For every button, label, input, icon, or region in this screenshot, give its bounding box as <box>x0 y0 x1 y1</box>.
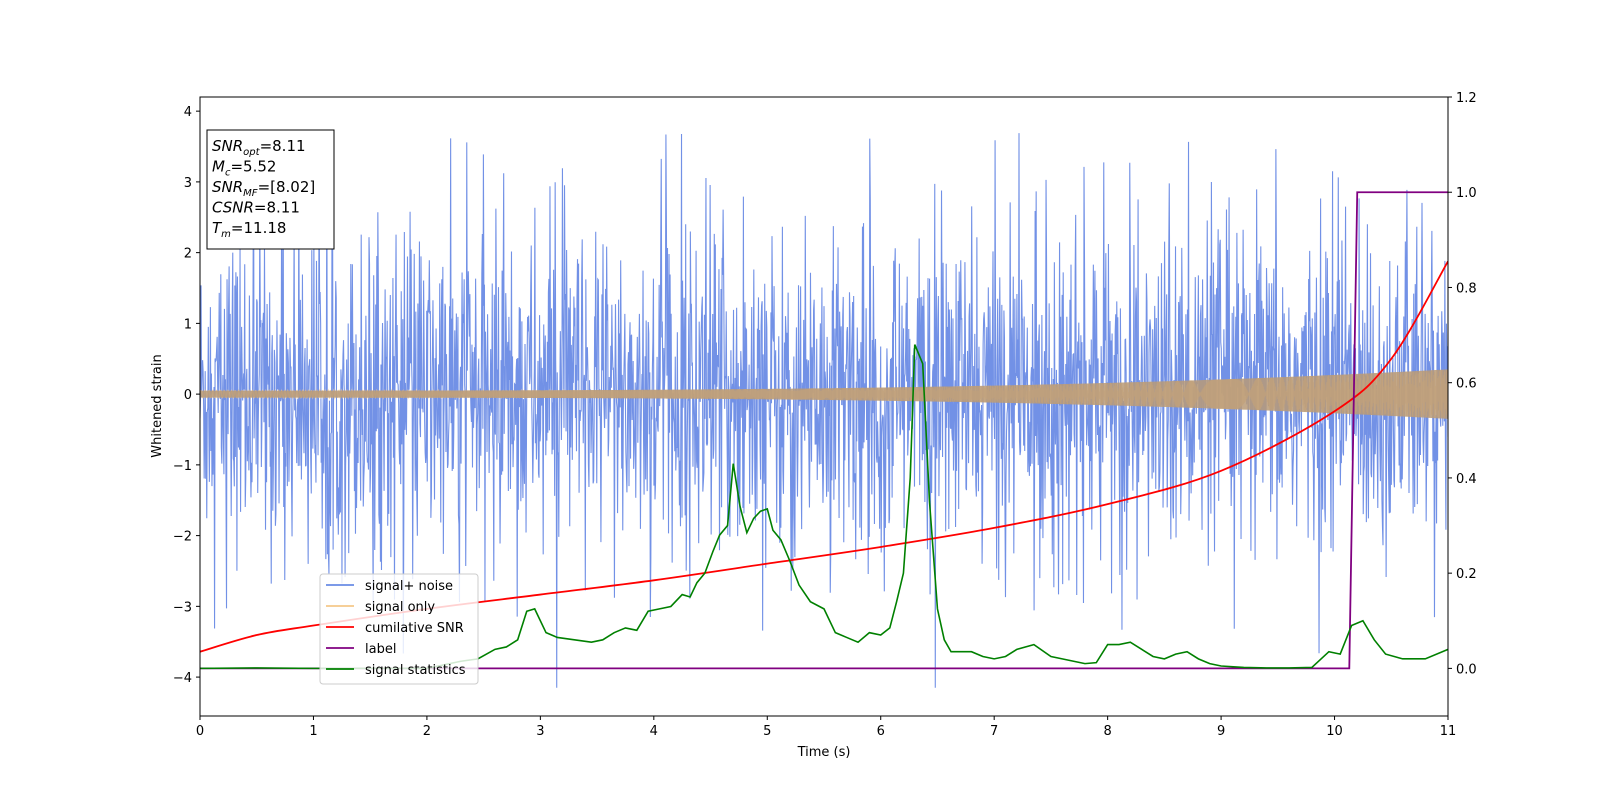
signal-statistics-line <box>200 344 1448 670</box>
info-line-name: CSNR <box>212 199 254 217</box>
info-line: Tm=11.18 <box>212 219 286 240</box>
x-tick-label: 0 <box>196 724 204 739</box>
legend-label: signal statistics <box>365 663 466 678</box>
info-line-subscript: c <box>225 168 231 179</box>
x-axis-label: Time (s) <box>797 745 851 760</box>
legend-label: signal only <box>365 600 435 615</box>
x-tick-label: 9 <box>1217 724 1225 739</box>
info-line-value: =11.18 <box>231 219 287 237</box>
y-left-tick-label: 4 <box>184 105 192 120</box>
info-line-name: M <box>212 158 225 176</box>
info-line-subscript: m <box>221 229 231 240</box>
legend-label: cumilative SNR <box>365 621 464 636</box>
y-right-tick-label: 0.4 <box>1456 472 1477 487</box>
y-left-tick-label: 2 <box>184 247 192 262</box>
info-line-value: =8.11 <box>254 199 300 217</box>
info-line-name: SNR <box>212 178 243 196</box>
label-line <box>200 191 1448 670</box>
y-right-tick-label: 0.0 <box>1456 662 1477 677</box>
info-box-frame <box>206 129 335 250</box>
y-right-tick-label: 0.6 <box>1456 377 1477 392</box>
left-y-axis-ticks: −4 −3 −2 −1 0 1 2 3 4 <box>173 105 200 686</box>
x-tick-label: 4 <box>650 724 658 739</box>
info-line: SNRopt=8.11 <box>212 137 306 158</box>
signal-only-series <box>200 369 1448 419</box>
y-right-tick-label: 0.2 <box>1456 567 1477 582</box>
info-line: CSNR=8.11 <box>212 199 300 217</box>
axes-frame <box>199 96 1449 717</box>
info-line: Mc=5.52 <box>212 158 276 179</box>
y-right-tick-label: 0.8 <box>1456 281 1477 296</box>
y-left-tick-label: −3 <box>173 600 192 615</box>
x-tick-label: 6 <box>877 724 885 739</box>
y-left-tick-label: 3 <box>184 176 192 191</box>
x-tick-label: 1 <box>309 724 317 739</box>
info-line-name: SNR <box>212 137 243 155</box>
legend: signal+ noise signal only cumilative SNR la… <box>319 573 479 685</box>
y-left-tick-label: −1 <box>173 459 192 474</box>
y-left-tick-label: 0 <box>184 388 192 403</box>
info-box: SNRopt=8.11Mc=5.52SNRMF=[8.02]CSNR=8.11T… <box>206 129 335 250</box>
x-tick-label: 2 <box>423 724 431 739</box>
info-line-value: =8.11 <box>260 137 306 155</box>
signal-only-envelope <box>200 369 1448 419</box>
y-axis-label: Whitened strain <box>150 354 165 457</box>
x-tick-label: 5 <box>763 724 771 739</box>
info-line-subscript: opt <box>243 147 260 158</box>
info-line-value: =5.52 <box>230 158 276 176</box>
y-left-tick-label: −2 <box>173 530 192 545</box>
right-y-axis-ticks: 0.0 0.2 0.4 0.6 0.8 1.0 1.2 <box>1448 91 1477 677</box>
info-line-subscript: MF <box>243 188 258 199</box>
x-tick-label: 11 <box>1440 724 1457 739</box>
info-line-name: T <box>212 219 223 237</box>
y-right-tick-label: 1.0 <box>1456 186 1477 201</box>
legend-label: signal+ noise <box>365 579 453 594</box>
y-left-tick-label: 1 <box>184 317 192 332</box>
x-tick-label: 10 <box>1326 724 1343 739</box>
legend-label: label <box>365 642 396 657</box>
x-axis-ticks: 0 1 2 3 4 5 6 7 8 9 10 11 <box>196 716 1456 739</box>
x-tick-label: 7 <box>990 724 998 739</box>
x-tick-label: 3 <box>536 724 544 739</box>
legend-frame <box>319 573 479 685</box>
y-left-tick-label: −4 <box>173 671 192 686</box>
info-line: SNRMF=[8.02] <box>212 178 315 199</box>
y-right-tick-label: 1.2 <box>1456 91 1477 106</box>
x-tick-label: 8 <box>1103 724 1111 739</box>
info-line-value: =[8.02] <box>258 178 316 196</box>
